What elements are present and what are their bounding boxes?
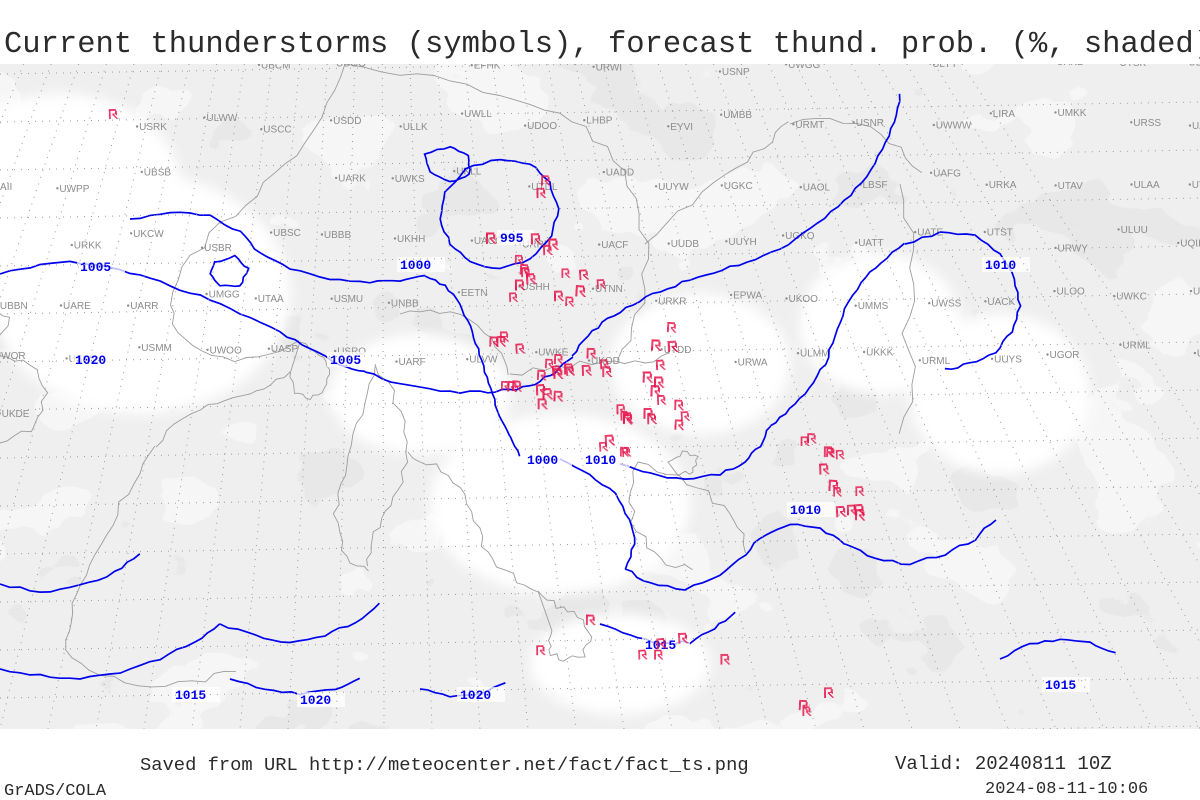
svg-text:UUYS: UUYS	[994, 354, 1022, 365]
svg-text:UARE: UARE	[63, 301, 91, 312]
svg-text:ULLK: ULLK	[403, 122, 428, 133]
svg-text:UASP: UASP	[271, 344, 299, 355]
svg-text:URSS: URSS	[1133, 118, 1161, 129]
svg-text:1010: 1010	[985, 258, 1016, 273]
svg-text:ULKK: ULKK	[1189, 64, 1200, 68]
svg-text:UKDE: UKDE	[2, 409, 30, 420]
svg-text:UAOL: UAOL	[803, 183, 831, 194]
svg-text:ULYY: ULYY	[932, 64, 958, 70]
svg-text:USBR: USBR	[204, 243, 232, 254]
svg-text:ULWW: ULWW	[206, 113, 237, 124]
svg-text:UMGG: UMGG	[209, 290, 240, 301]
svg-text:UKHH: UKHH	[397, 234, 425, 245]
svg-text:1005: 1005	[80, 260, 111, 275]
svg-text:UGKO: UGKO	[785, 231, 815, 242]
svg-text:USRK: USRK	[139, 122, 167, 133]
svg-text:USNP: USNP	[722, 67, 750, 78]
svg-text:URWI: URWI	[596, 64, 622, 73]
svg-text:995: 995	[500, 231, 524, 246]
svg-text:UBBN: UBBN	[0, 301, 28, 312]
svg-text:1015: 1015	[175, 688, 206, 703]
svg-text:UACK: UACK	[987, 297, 1015, 308]
svg-text:UAFG: UAFG	[933, 168, 961, 179]
svg-text:UTSK: UTSK	[1120, 64, 1147, 69]
svg-text:UACF: UACF	[601, 240, 628, 251]
svg-text:UBBB: UBBB	[324, 230, 352, 241]
svg-text:ULUU: ULUU	[1121, 225, 1148, 236]
svg-text:USMM: USMM	[141, 343, 172, 354]
svg-text:LIRA: LIRA	[993, 109, 1016, 120]
svg-text:1000: 1000	[400, 258, 431, 273]
svg-text:UQOO: UQOO	[203, 64, 234, 65]
svg-text:UGKC: UGKC	[724, 181, 753, 192]
svg-text:EPWA: EPWA	[733, 290, 762, 301]
svg-text:UAAH: UAAH	[1192, 121, 1200, 132]
svg-text:1005: 1005	[330, 353, 361, 368]
svg-text:UWKS: UWKS	[395, 174, 425, 185]
svg-text:UMDD: UMDD	[1001, 64, 1031, 65]
svg-text:1020: 1020	[75, 353, 106, 368]
svg-text:UARK: UARK	[338, 173, 366, 184]
svg-text:ULAA: ULAA	[1134, 180, 1160, 191]
svg-text:UUDB: UUDB	[671, 239, 700, 250]
svg-text:LHBP: LHBP	[586, 116, 612, 127]
svg-text:UTAA: UTAA	[258, 294, 284, 305]
svg-text:UWPP: UWPP	[59, 184, 89, 195]
svg-text:URKA: URKA	[989, 180, 1017, 191]
svg-text:UMKK: UMKK	[1058, 108, 1087, 119]
svg-text:UUYH: UUYH	[728, 237, 756, 248]
svg-text:UDOO: UDOO	[527, 121, 557, 132]
svg-text:UTNN: UTNN	[595, 284, 623, 295]
svg-text:URML: URML	[922, 356, 951, 367]
svg-text:URML: URML	[1122, 340, 1151, 351]
svg-text:USCC: USCC	[263, 125, 291, 136]
svg-text:URKK: URKK	[74, 241, 102, 252]
svg-text:UATT: UATT	[858, 238, 883, 249]
svg-text:UWKC: UWKC	[1116, 292, 1147, 303]
svg-text:LYBE: LYBE	[864, 64, 889, 65]
svg-text:1020: 1020	[300, 693, 331, 708]
svg-text:URWA: URWA	[738, 357, 768, 368]
svg-text:UARF: UARF	[399, 357, 426, 368]
svg-text:UUYY: UUYY	[1193, 287, 1200, 298]
svg-text:LBSF: LBSF	[863, 180, 888, 191]
svg-text:UUOO: UUOO	[336, 64, 366, 69]
svg-text:USDD: USDD	[333, 116, 361, 127]
svg-text:UTST: UTST	[987, 228, 1013, 239]
svg-text:UBSB: UBSB	[144, 167, 172, 178]
svg-text:1010: 1010	[585, 453, 616, 468]
svg-text:1020: 1020	[460, 688, 491, 703]
svg-text:UKKK: UKKK	[866, 348, 894, 359]
svg-text:UBCM: UBCM	[261, 64, 290, 71]
svg-text:UWWW: UWWW	[936, 121, 972, 132]
svg-text:UTSB: UTSB	[1192, 180, 1200, 191]
svg-text:UTAV: UTAV	[1058, 181, 1084, 192]
svg-text:EETN: EETN	[461, 288, 488, 299]
svg-text:UUYW: UUYW	[658, 182, 689, 193]
svg-text:UQII: UQII	[1180, 238, 1200, 249]
svg-text:UBSC: UBSC	[273, 228, 301, 239]
svg-text:UWSS: UWSS	[931, 299, 961, 310]
svg-text:URMT: URMT	[795, 120, 824, 131]
svg-text:UKCW: UKCW	[133, 229, 164, 240]
svg-text:UMBB: UMBB	[723, 110, 752, 121]
svg-text:UGOR: UGOR	[1050, 350, 1080, 361]
svg-text:ULOO: ULOO	[1057, 287, 1086, 298]
svg-text:UAKD: UAKD	[1057, 64, 1085, 68]
svg-text:UKOO: UKOO	[789, 294, 819, 305]
svg-text:UWLL: UWLL	[464, 109, 492, 120]
svg-text:ULMM: ULMM	[800, 349, 829, 360]
svg-text:1010: 1010	[790, 503, 821, 518]
svg-text:EYVI: EYVI	[670, 122, 693, 133]
svg-text:EFHK: EFHK	[474, 64, 501, 72]
svg-text:UMMS: UMMS	[858, 301, 889, 312]
svg-text:UNBB: UNBB	[391, 298, 419, 309]
svg-text:UWGG: UWGG	[788, 64, 820, 71]
svg-text:UWOO: UWOO	[210, 345, 242, 356]
svg-text:UARR: UARR	[130, 301, 158, 312]
svg-text:USNR: USNR	[856, 118, 884, 129]
